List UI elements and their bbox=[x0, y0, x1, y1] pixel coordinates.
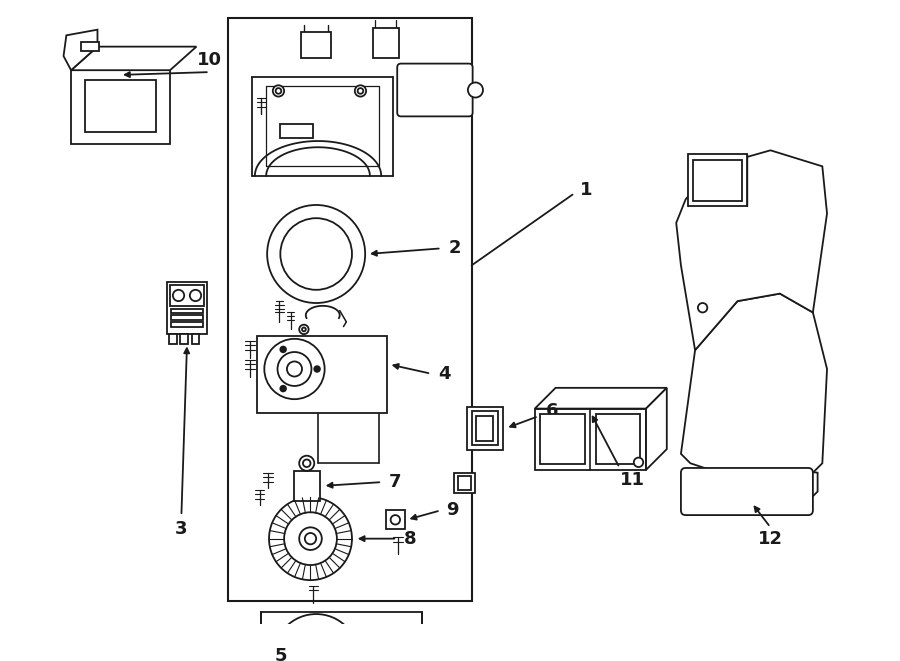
Bar bbox=[363, 639, 383, 661]
Circle shape bbox=[267, 205, 365, 303]
Bar bbox=[541, 414, 585, 464]
Text: 6: 6 bbox=[545, 403, 558, 420]
Circle shape bbox=[287, 362, 302, 377]
Circle shape bbox=[299, 325, 309, 334]
Bar bbox=[280, 124, 313, 138]
Bar bbox=[192, 334, 199, 344]
Bar bbox=[256, 336, 387, 413]
Polygon shape bbox=[681, 293, 827, 482]
Circle shape bbox=[302, 642, 330, 661]
Polygon shape bbox=[535, 388, 667, 408]
Circle shape bbox=[302, 327, 306, 331]
Bar bbox=[386, 510, 405, 529]
Bar bbox=[358, 635, 410, 661]
Bar bbox=[302, 32, 331, 58]
Bar bbox=[688, 154, 747, 206]
Text: 10: 10 bbox=[197, 51, 222, 69]
Bar bbox=[171, 315, 203, 320]
Text: 3: 3 bbox=[176, 520, 187, 538]
Circle shape bbox=[310, 650, 323, 661]
Bar bbox=[293, 471, 320, 501]
Polygon shape bbox=[676, 150, 827, 350]
Circle shape bbox=[265, 339, 325, 399]
Bar bbox=[535, 408, 646, 470]
Text: 2: 2 bbox=[448, 239, 461, 257]
Text: 12: 12 bbox=[758, 529, 783, 548]
Text: 9: 9 bbox=[446, 502, 458, 520]
Bar bbox=[373, 28, 399, 58]
Bar bbox=[476, 416, 493, 441]
Bar bbox=[262, 612, 422, 661]
Circle shape bbox=[391, 515, 400, 525]
Bar bbox=[170, 285, 204, 306]
Circle shape bbox=[698, 303, 707, 313]
Bar bbox=[457, 477, 471, 490]
Bar bbox=[596, 414, 641, 464]
Text: 7: 7 bbox=[389, 473, 401, 491]
Circle shape bbox=[314, 366, 319, 372]
Circle shape bbox=[274, 614, 358, 661]
Circle shape bbox=[280, 218, 352, 290]
Bar bbox=[167, 282, 207, 334]
Circle shape bbox=[284, 512, 337, 565]
Polygon shape bbox=[64, 30, 97, 70]
Bar bbox=[180, 334, 188, 344]
Bar bbox=[169, 334, 176, 344]
Text: 1: 1 bbox=[580, 181, 593, 199]
Polygon shape bbox=[686, 471, 817, 510]
Circle shape bbox=[269, 497, 352, 580]
Circle shape bbox=[299, 455, 314, 471]
Circle shape bbox=[190, 290, 202, 301]
Polygon shape bbox=[71, 47, 196, 70]
Bar bbox=[229, 19, 472, 601]
Circle shape bbox=[357, 88, 364, 94]
Circle shape bbox=[299, 527, 322, 550]
Circle shape bbox=[275, 88, 282, 94]
Circle shape bbox=[468, 83, 483, 98]
Bar bbox=[171, 309, 203, 313]
Text: 11: 11 bbox=[620, 471, 645, 489]
Circle shape bbox=[273, 85, 284, 97]
Bar bbox=[693, 160, 742, 201]
FancyBboxPatch shape bbox=[681, 468, 813, 515]
Circle shape bbox=[280, 386, 286, 391]
Bar bbox=[171, 322, 203, 327]
Circle shape bbox=[634, 457, 643, 467]
Bar bbox=[454, 473, 474, 493]
Bar bbox=[467, 407, 503, 450]
Circle shape bbox=[303, 459, 310, 467]
Circle shape bbox=[280, 346, 286, 352]
Text: 5: 5 bbox=[275, 648, 287, 661]
Bar bbox=[472, 411, 498, 446]
Text: 8: 8 bbox=[404, 529, 417, 548]
FancyBboxPatch shape bbox=[397, 63, 472, 116]
Circle shape bbox=[355, 85, 366, 97]
Circle shape bbox=[305, 533, 316, 544]
Bar bbox=[71, 70, 170, 143]
Polygon shape bbox=[646, 388, 667, 470]
Bar bbox=[86, 79, 156, 132]
Circle shape bbox=[173, 290, 184, 301]
Circle shape bbox=[277, 352, 311, 386]
Text: 4: 4 bbox=[438, 365, 451, 383]
Bar bbox=[80, 42, 99, 52]
